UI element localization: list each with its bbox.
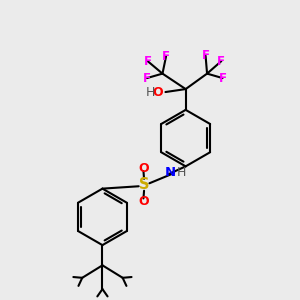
Text: F: F bbox=[218, 72, 226, 85]
Text: F: F bbox=[143, 72, 151, 85]
Text: F: F bbox=[144, 55, 152, 68]
Text: S: S bbox=[139, 177, 149, 192]
Text: F: F bbox=[202, 49, 210, 62]
Text: O: O bbox=[152, 85, 163, 98]
Text: O: O bbox=[138, 162, 149, 175]
Text: N: N bbox=[165, 166, 176, 179]
Text: F: F bbox=[217, 55, 225, 68]
Text: F: F bbox=[162, 50, 170, 63]
Text: H: H bbox=[177, 166, 186, 179]
Text: H: H bbox=[146, 85, 155, 98]
Text: O: O bbox=[138, 195, 149, 208]
